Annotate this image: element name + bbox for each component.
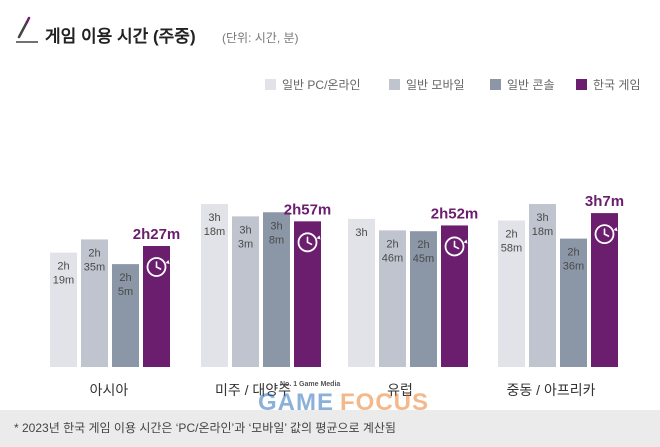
bar-value-label: 3m bbox=[238, 238, 253, 250]
legend-label-mobile: 일반 모바일 bbox=[406, 78, 465, 92]
watermark-brand-part2: FOCUS bbox=[340, 389, 429, 416]
bar-value-label: 35m bbox=[84, 261, 105, 273]
bar-value-label: 19m bbox=[53, 275, 74, 287]
bar-value-label: 3h bbox=[355, 227, 367, 239]
legend: 일반 PC/온라인 일반 모바일 일반 콘솔 한국 게임 bbox=[265, 78, 641, 92]
bar-value-label: 3h bbox=[536, 212, 548, 224]
watermark: No. 1 Game Media GAME FOCUS bbox=[258, 381, 429, 416]
bar-value-label: 45m bbox=[413, 253, 434, 265]
bar-pc-0 bbox=[50, 252, 77, 367]
bar-value-label: 46m bbox=[382, 252, 403, 264]
bar-value-label: 2h bbox=[119, 272, 131, 284]
bar-console-2 bbox=[410, 231, 437, 367]
clock-icon bbox=[146, 257, 170, 277]
bar-value-label: 2h bbox=[57, 261, 69, 273]
bar-value-label: 58m bbox=[501, 243, 522, 255]
bar-mobile-1 bbox=[232, 216, 259, 367]
bar-console-0 bbox=[112, 264, 139, 367]
clock-icon bbox=[444, 236, 468, 257]
bars-group: 2h 19m 2h 35m 2h 5m 2h27m 아시아 3h 18m 3h 3m 3h 8m 2h57m… bbox=[50, 193, 624, 398]
bar-value-label: 36m bbox=[563, 261, 584, 273]
unit-label: (단위: 시간, 분) bbox=[222, 31, 299, 45]
bar-value-label: 2h bbox=[417, 239, 429, 251]
bar-console-3 bbox=[560, 238, 587, 367]
legend-label-console: 일반 콘솔 bbox=[507, 78, 555, 92]
category-label: 아시아 bbox=[90, 382, 129, 398]
footnote: * 2023년 한국 게임 이용 시간은 ‘PC/온라인’과 ‘모바일’ 값의 … bbox=[14, 421, 396, 435]
category-label: 미주 / 대양주 bbox=[215, 382, 291, 398]
korea-value-label: 2h57m bbox=[284, 201, 332, 218]
category-label: 중동 / 아프리카 bbox=[507, 382, 596, 398]
bar-value-label: 18m bbox=[532, 226, 553, 238]
bar-value-label: 3h bbox=[208, 212, 220, 224]
bar-mobile-0 bbox=[81, 239, 108, 367]
bar-value-label: 3h bbox=[270, 220, 282, 232]
watermark-brand-part1: GAME bbox=[258, 389, 334, 416]
legend-swatch-pc bbox=[265, 79, 276, 90]
pencil-icon bbox=[16, 16, 38, 43]
korea-value-label: 2h52m bbox=[431, 205, 479, 222]
bar-value-label: 5m bbox=[118, 286, 133, 298]
bar-pc-3 bbox=[498, 220, 525, 367]
watermark-tagline: No. 1 Game Media bbox=[280, 381, 340, 388]
bar-mobile-3 bbox=[529, 204, 556, 367]
legend-label-pc: 일반 PC/온라인 bbox=[282, 78, 361, 92]
bar-value-label: 18m bbox=[204, 226, 225, 238]
page-title: 게임 이용 시간 (주중) bbox=[45, 26, 196, 46]
watermark-brand: GAME FOCUS bbox=[258, 389, 429, 416]
legend-swatch-mobile bbox=[389, 79, 400, 90]
footnote-background bbox=[0, 410, 660, 447]
bar-mobile-2 bbox=[379, 230, 406, 367]
korea-value-label: 2h27m bbox=[133, 226, 181, 243]
bar-value-label: 8m bbox=[269, 234, 284, 246]
legend-swatch-korea bbox=[576, 79, 587, 90]
bar-korea-3 bbox=[591, 213, 618, 367]
bar-value-label: 2h bbox=[386, 238, 398, 250]
bar-console-1 bbox=[263, 212, 290, 367]
korea-value-label: 3h7m bbox=[585, 193, 624, 210]
bar-value-label: 2h bbox=[88, 247, 100, 259]
clock-icon bbox=[297, 232, 321, 253]
category-label: 유럽 bbox=[387, 382, 413, 398]
bar-value-label: 2h bbox=[567, 247, 579, 259]
bar-value-label: 2h bbox=[505, 229, 517, 241]
clock-icon bbox=[594, 224, 618, 244]
legend-swatch-console bbox=[490, 79, 501, 90]
legend-label-korea: 한국 게임 bbox=[593, 78, 641, 92]
bar-value-label: 3h bbox=[239, 224, 251, 236]
bar-pc-2 bbox=[348, 218, 375, 367]
bar-pc-1 bbox=[201, 204, 228, 367]
